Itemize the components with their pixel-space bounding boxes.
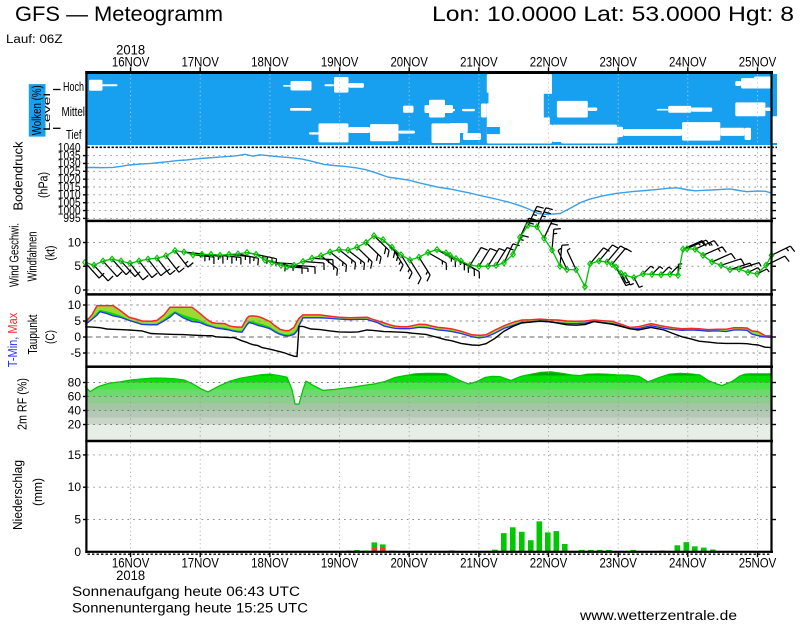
- svg-text:995: 995: [63, 211, 81, 225]
- svg-text:1010: 1010: [58, 188, 81, 202]
- svg-text:T-Min, Max: T-Min, Max: [6, 312, 20, 367]
- svg-text:16NOV: 16NOV: [112, 556, 150, 571]
- svg-text:22NOV: 22NOV: [530, 556, 568, 571]
- svg-text:18NOV: 18NOV: [251, 55, 289, 70]
- svg-text:Niederschlag: Niederschlag: [11, 460, 25, 530]
- svg-text:(hPa): (hPa): [37, 172, 51, 198]
- svg-text:1040: 1040: [58, 141, 81, 155]
- svg-text:(C): (C): [44, 330, 58, 344]
- svg-text:0: 0: [74, 330, 81, 344]
- svg-text:Level: Level: [42, 93, 53, 131]
- svg-text:Tief: Tief: [66, 128, 82, 142]
- svg-text:24NOV: 24NOV: [669, 55, 707, 70]
- svg-text:5: 5: [74, 259, 81, 273]
- svg-text:20NOV: 20NOV: [390, 556, 428, 571]
- svg-text:22NOV: 22NOV: [530, 55, 568, 70]
- svg-text:(mm): (mm): [31, 478, 45, 506]
- svg-text:21NOV: 21NOV: [460, 55, 498, 70]
- svg-text:2018: 2018: [116, 43, 145, 58]
- svg-text:Mittel: Mittel: [62, 105, 86, 119]
- svg-text:Wolken (%): Wolken (%): [30, 85, 44, 135]
- svg-text:1025: 1025: [58, 164, 81, 178]
- svg-text:25NOV: 25NOV: [739, 55, 777, 70]
- svg-text:0: 0: [74, 545, 81, 559]
- svg-text:19NOV: 19NOV: [321, 55, 359, 70]
- svg-text:25NOV: 25NOV: [739, 556, 777, 571]
- svg-text:1020: 1020: [58, 172, 81, 186]
- svg-text:1015: 1015: [58, 180, 81, 194]
- svg-text:17NOV: 17NOV: [181, 556, 219, 571]
- svg-text:Sonnenuntergang heute 15:25 UT: Sonnenuntergang heute 15:25 UTC: [72, 601, 308, 616]
- svg-text:Lauf: 06Z: Lauf: 06Z: [6, 34, 63, 46]
- svg-text:80: 80: [68, 376, 82, 390]
- svg-text:Sonnenaufgang heute 06:43 UTC: Sonnenaufgang heute 06:43 UTC: [72, 584, 300, 599]
- svg-text:20: 20: [68, 418, 82, 432]
- svg-text:1035: 1035: [58, 148, 81, 162]
- svg-text:1030: 1030: [58, 156, 81, 170]
- svg-text:Hoch: Hoch: [63, 80, 84, 94]
- svg-text:5: 5: [74, 314, 81, 328]
- svg-text:60: 60: [68, 390, 82, 404]
- svg-text:1000: 1000: [58, 203, 81, 217]
- svg-text:17NOV: 17NOV: [181, 55, 219, 70]
- svg-text:19NOV: 19NOV: [321, 556, 359, 571]
- svg-text:2m RF (%): 2m RF (%): [16, 378, 30, 430]
- svg-text:Wind Geschwi.: Wind Geschwi.: [8, 223, 22, 287]
- svg-text:24NOV: 24NOV: [669, 556, 707, 571]
- svg-text:www.wetterzentrale.de: www.wetterzentrale.de: [579, 608, 737, 623]
- svg-text:10: 10: [68, 480, 82, 494]
- svg-text:23NOV: 23NOV: [599, 55, 637, 70]
- svg-text:0: 0: [74, 283, 81, 297]
- svg-text:-5: -5: [70, 346, 81, 360]
- svg-text:Taupunkt: Taupunkt: [26, 314, 40, 354]
- svg-text:21NOV: 21NOV: [460, 556, 498, 571]
- svg-text:20NOV: 20NOV: [390, 55, 428, 70]
- svg-text:1005: 1005: [58, 196, 81, 210]
- svg-text:18NOV: 18NOV: [251, 556, 289, 571]
- svg-text:Lon: 10.0000 Lat: 53.0000 Hgt:: Lon: 10.0000 Lat: 53.0000 Hgt: 8: [432, 3, 794, 26]
- svg-text:10: 10: [68, 236, 82, 250]
- svg-text:15: 15: [68, 448, 82, 462]
- svg-text:Bodendruck: Bodendruck: [12, 141, 26, 211]
- svg-text:40: 40: [68, 404, 82, 418]
- svg-text:5: 5: [74, 513, 81, 527]
- svg-text:16NOV: 16NOV: [112, 55, 150, 70]
- svg-text:Windfahnen: Windfahnen: [26, 231, 40, 281]
- svg-text:(kt): (kt): [43, 246, 57, 261]
- svg-text:2018: 2018: [116, 568, 145, 583]
- svg-text:GFS — Meteogramm: GFS — Meteogramm: [15, 3, 223, 26]
- svg-text:23NOV: 23NOV: [599, 556, 637, 571]
- svg-text:10: 10: [68, 298, 82, 312]
